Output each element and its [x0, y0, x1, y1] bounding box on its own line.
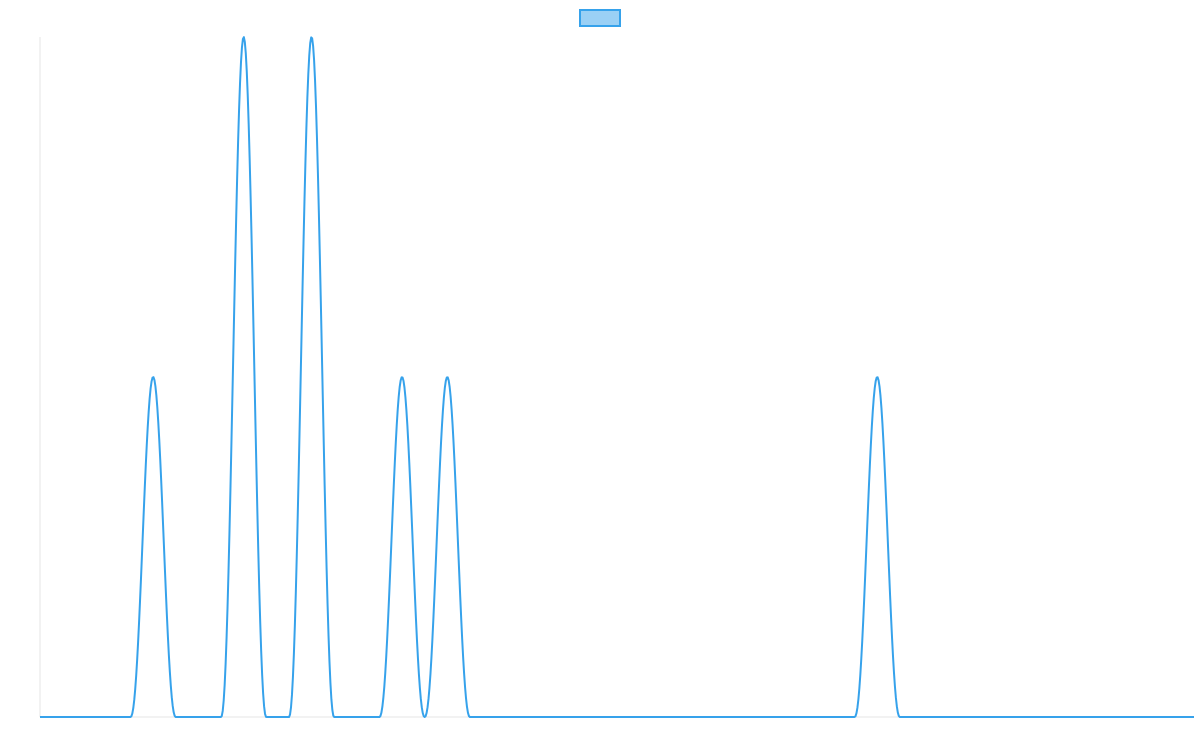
series-line-0 [39, 36, 1195, 718]
data-point-0[interactable] [150, 374, 156, 380]
legend[interactable] [579, 9, 621, 27]
data-point-1[interactable] [241, 34, 247, 40]
data-point-3[interactable] [399, 374, 405, 380]
data-point-4[interactable] [444, 374, 450, 380]
data-point-5[interactable] [874, 374, 880, 380]
axes [39, 37, 1194, 718]
series-layer [39, 34, 1195, 718]
legend-swatch-0[interactable] [579, 9, 621, 27]
data-point-2[interactable] [309, 34, 315, 40]
